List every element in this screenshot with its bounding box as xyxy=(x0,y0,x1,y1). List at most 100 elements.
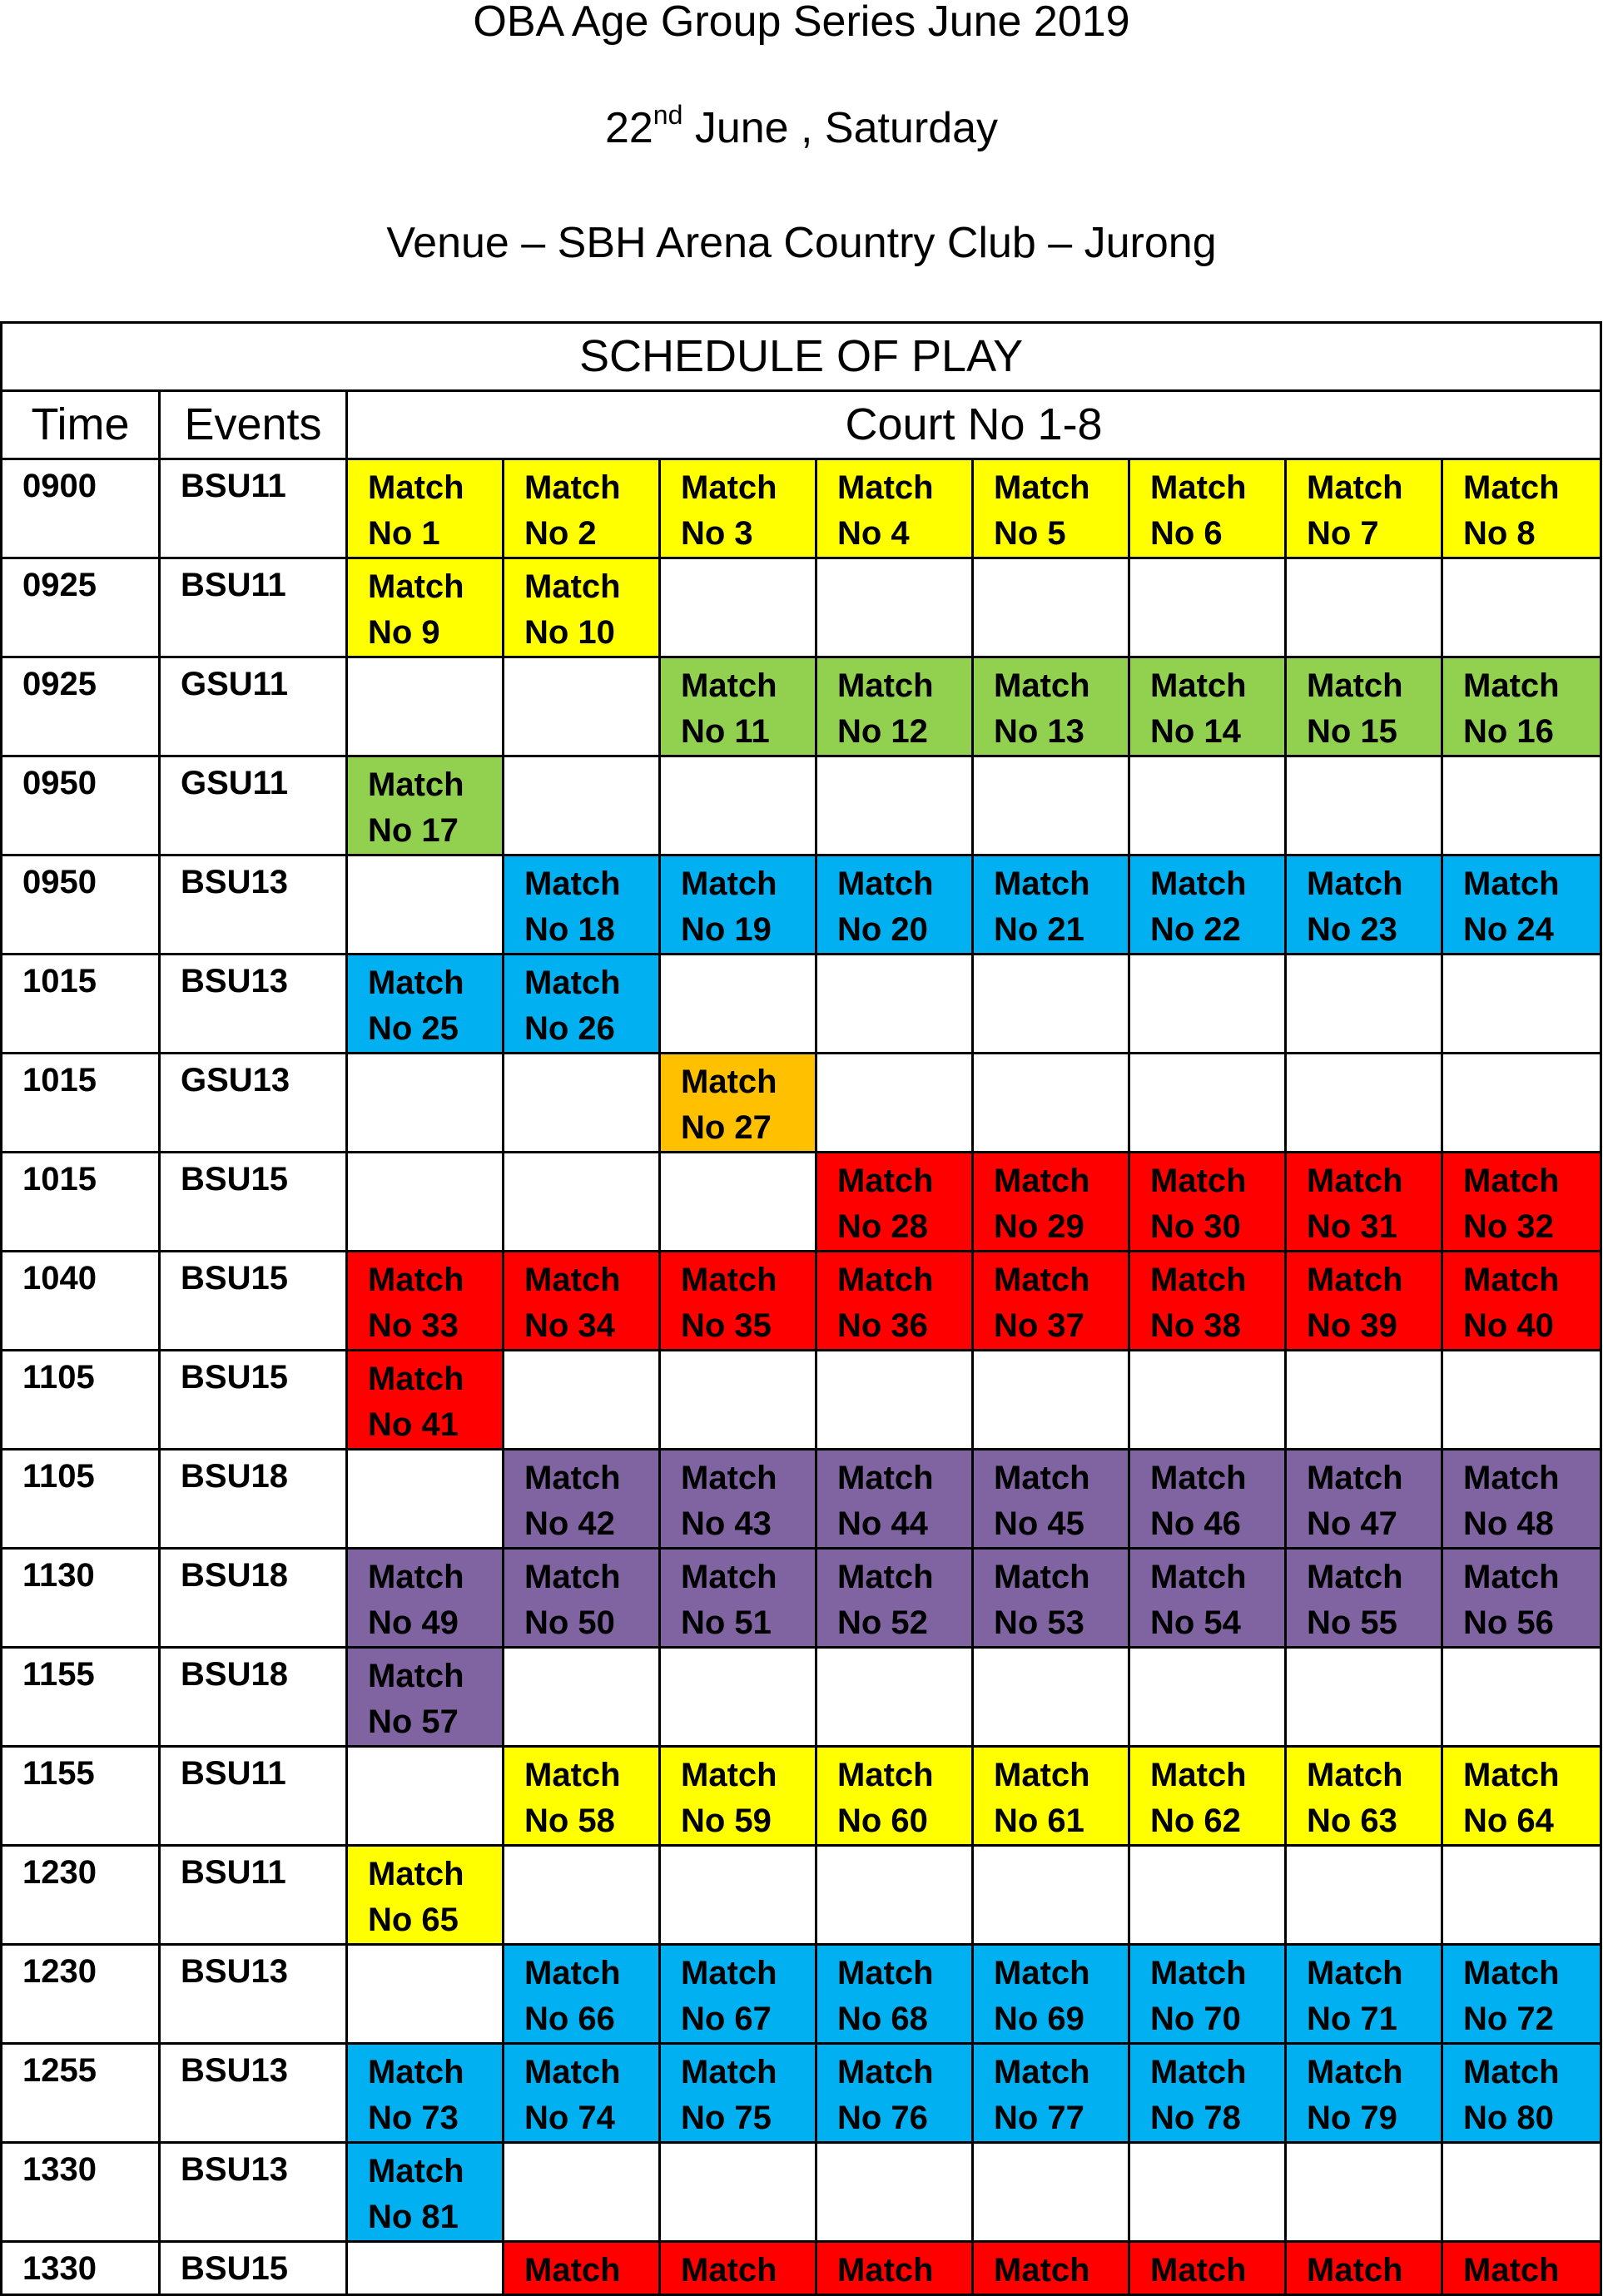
event-cell: GSU11 xyxy=(158,656,348,757)
match-number: No 52 xyxy=(837,1604,928,1641)
court-7-cell: Match No 39 xyxy=(1284,1250,1443,1351)
court-7-cell xyxy=(1284,1052,1443,1153)
match-number: No 12 xyxy=(837,713,928,750)
match-word: Match xyxy=(524,1460,621,1496)
time-cell: 1015 xyxy=(0,1151,161,1252)
match-number: No 60 xyxy=(837,1803,928,1839)
events-column-header: Events xyxy=(158,389,348,460)
match-number: No 7 xyxy=(1307,515,1379,552)
court-7-cell xyxy=(1284,953,1443,1054)
schedule-row: 1155 BSU11 Match No 58 Match No 59 Match No 60 M… xyxy=(0,1745,1603,1847)
match-number: No 15 xyxy=(1307,713,1397,750)
match-number: No 80 xyxy=(1463,2100,1554,2136)
time-cell: 1255 xyxy=(0,2042,161,2144)
match-word: Match xyxy=(524,1955,621,1991)
match-number: No 5 xyxy=(994,515,1066,552)
match-word: Match xyxy=(1150,469,1247,506)
court-1-cell: Match No 49 xyxy=(345,1547,504,1649)
match-word: Match xyxy=(994,865,1090,902)
court-3-cell: Match No 11 xyxy=(658,656,817,757)
time-cell: 1130 xyxy=(0,1547,161,1649)
court-1-cell xyxy=(345,1151,504,1252)
court-2-cell: Match No 42 xyxy=(502,1448,661,1550)
match-number: No 32 xyxy=(1463,1208,1554,1245)
court-4-cell: Match No 28 xyxy=(815,1151,974,1252)
time-cell: 1330 xyxy=(0,2240,161,2296)
court-7-cell xyxy=(1284,557,1443,658)
schedule-row: 0950 BSU13 Match No 18 Match No 19 Match No 20 M… xyxy=(0,854,1603,955)
match-label: Match xyxy=(1463,2252,1560,2289)
match-word: Match xyxy=(1307,1163,1403,1199)
court-6-cell: Match No 62 xyxy=(1128,1745,1287,1847)
event-cell: BSU11 xyxy=(158,458,348,559)
court-5-cell xyxy=(971,557,1130,658)
match-number: No 79 xyxy=(1307,2100,1397,2136)
court-7-cell xyxy=(1284,1844,1443,1946)
court-5-cell xyxy=(971,953,1130,1054)
schedule-row: 0925 GSU11 Match No 11 Match No 12 Match No 13 M… xyxy=(0,656,1603,757)
match-word: Match xyxy=(994,2054,1090,2090)
match-word: Match xyxy=(524,1262,621,1298)
match-label: Match xyxy=(1150,2252,1247,2289)
court-5-cell xyxy=(971,755,1130,856)
match-word: Match xyxy=(837,1757,934,1793)
court-2-cell xyxy=(502,2141,661,2243)
match-word: Match xyxy=(1463,469,1560,506)
court-8-cell: Match No 24 xyxy=(1440,854,1603,955)
match-number: No 73 xyxy=(368,2100,459,2136)
court-2-cell xyxy=(502,1151,661,1252)
court-6-cell: Match xyxy=(1128,2240,1287,2296)
court-1-cell: Match No 41 xyxy=(345,1349,504,1450)
document-venue: Venue – SBH Arena Country Club – Jurong xyxy=(386,219,1217,267)
event-cell: BSU13 xyxy=(158,854,348,955)
match-label: Match xyxy=(1307,2252,1403,2289)
court-1-cell xyxy=(345,1745,504,1847)
match-word: Match xyxy=(1150,1955,1247,1991)
court-7-cell: Match No 23 xyxy=(1284,854,1443,955)
court-6-cell: Match No 22 xyxy=(1128,854,1287,955)
match-number: No 38 xyxy=(1150,1307,1241,1344)
time-cell: 0950 xyxy=(0,854,161,955)
court-6-cell: Match No 30 xyxy=(1128,1151,1287,1252)
court-2-cell xyxy=(502,755,661,856)
court-4-cell xyxy=(815,1052,974,1153)
match-number: No 21 xyxy=(994,911,1084,948)
time-cell: 0925 xyxy=(0,656,161,757)
match-number: No 42 xyxy=(524,1505,615,1542)
match-number: No 61 xyxy=(994,1803,1084,1839)
time-cell: 1015 xyxy=(0,953,161,1054)
match-number: No 67 xyxy=(681,2001,772,2037)
court-5-cell xyxy=(971,1052,1130,1153)
match-number: No 59 xyxy=(681,1803,772,1839)
court-3-cell xyxy=(658,755,817,856)
match-number: No 3 xyxy=(681,515,753,552)
match-word: Match xyxy=(1150,667,1247,704)
court-1-cell xyxy=(345,1448,504,1550)
time-cell: 1015 xyxy=(0,1052,161,1153)
match-word: Match xyxy=(524,965,621,1001)
match-word: Match xyxy=(681,1262,777,1298)
match-word: Match xyxy=(837,667,934,704)
court-6-cell: Match No 70 xyxy=(1128,1943,1287,2045)
match-word: Match xyxy=(837,1955,934,1991)
schedule-row: 1015 GSU13 Match No 27 xyxy=(0,1052,1603,1153)
match-word: Match xyxy=(368,568,464,605)
court-4-cell xyxy=(815,953,974,1054)
court-6-cell: Match No 54 xyxy=(1128,1547,1287,1649)
court-7-cell: Match No 31 xyxy=(1284,1151,1443,1252)
court-6-cell: Match No 46 xyxy=(1128,1448,1287,1550)
court-4-cell xyxy=(815,557,974,658)
court-3-cell: Match xyxy=(658,2240,817,2296)
court-8-cell xyxy=(1440,1844,1603,1946)
match-word: Match xyxy=(1463,667,1560,704)
match-label: Match xyxy=(837,2252,934,2289)
match-number: No 55 xyxy=(1307,1604,1397,1641)
court-3-cell: Match No 35 xyxy=(658,1250,817,1351)
court-7-cell xyxy=(1284,2141,1443,2243)
court-1-cell xyxy=(345,854,504,955)
court-2-cell xyxy=(502,1844,661,1946)
schedule-header-row: Time Events Court No 1-8 xyxy=(0,389,1603,460)
court-8-cell xyxy=(1440,1349,1603,1450)
event-cell: GSU11 xyxy=(158,755,348,856)
match-number: No 69 xyxy=(994,2001,1084,2037)
